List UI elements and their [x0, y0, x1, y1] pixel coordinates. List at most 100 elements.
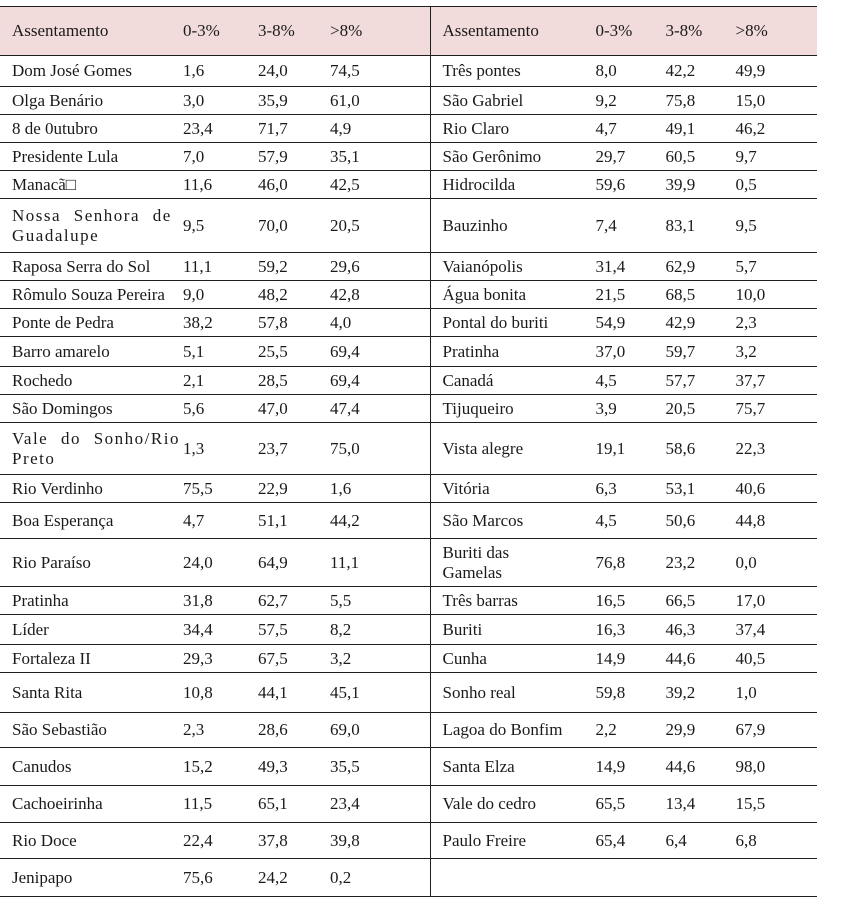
settlement-row: Raposa Serra do Sol 11,1 59,2 29,6	[0, 252, 430, 281]
settlement-name: Sonho real	[430, 672, 596, 713]
settlement-value: 11,1	[330, 538, 430, 587]
settlement-row: Ponte de Pedra 38,2 57,8 4,0	[0, 308, 430, 337]
settlement-name: Água bonita	[430, 280, 596, 309]
settlement-row: Pratinha 37,0 59,7 3,2	[430, 336, 817, 367]
settlement-row: Sonho real 59,8 39,2 1,0	[430, 672, 817, 713]
settlement-value: 47,4	[330, 394, 430, 423]
settlement-row: Água bonita 21,5 68,5 10,0	[430, 280, 817, 309]
settlement-value: 4,5	[595, 366, 666, 395]
settlement-value: 66,5	[665, 586, 736, 615]
settlement-name: Tijuqueiro	[430, 394, 596, 423]
settlement-row: Rômulo Souza Pereira 9,0 48,2 42,8	[0, 280, 430, 309]
settlement-value: 2,1	[183, 366, 258, 395]
settlement-value: 35,1	[330, 142, 430, 171]
settlement-value: 8,2	[330, 614, 430, 645]
settlement-row: Presidente Lula 7,0 57,9 35,1	[0, 142, 430, 171]
settlement-value: 5,7	[735, 252, 817, 281]
settlement-name: Rio Doce	[0, 822, 183, 859]
settlement-value: 40,5	[735, 644, 817, 673]
settlement-row: Rio Claro 4,7 49,1 46,2	[430, 114, 817, 143]
settlement-value: 75,8	[665, 86, 736, 115]
settlement-name: Bauzinho	[430, 198, 596, 253]
settlement-value: 28,6	[258, 712, 330, 748]
settlement-value: 4,7	[595, 114, 666, 143]
settlement-value: 57,5	[258, 614, 330, 645]
settlement-row: Manacã□ 11,6 46,0 42,5	[0, 170, 430, 199]
settlement-value: 16,5	[595, 586, 666, 615]
settlement-value: 4,5	[595, 502, 666, 539]
settlement-name: Três barras	[430, 586, 596, 615]
settlement-value: 23,4	[330, 785, 430, 823]
settlement-row: 8 de 0utubro 23,4 71,7 4,9	[0, 114, 430, 143]
settlement-row: Cunha 14,9 44,6 40,5	[430, 644, 817, 673]
settlement-value: 49,9	[735, 55, 817, 87]
settlement-value: 71,7	[258, 114, 330, 143]
settlement-row: Vaianópolis 31,4 62,9 5,7	[430, 252, 817, 281]
settlement-name: Rio Verdinho	[0, 474, 183, 503]
settlement-value: 67,5	[258, 644, 330, 673]
settlement-value: 54,9	[595, 308, 666, 337]
settlement-row: Buriti 16,3 46,3 37,4	[430, 614, 817, 645]
settlement-value: 11,5	[183, 785, 258, 823]
settlement-name: Vitória	[430, 474, 596, 503]
settlement-row: Líder 34,4 57,5 8,2	[0, 614, 430, 645]
settlement-value: 42,5	[330, 170, 430, 199]
settlement-value: 40,6	[735, 474, 817, 503]
settlement-row: Tijuqueiro 3,9 20,5 75,7	[430, 394, 817, 423]
settlement-value: 62,9	[665, 252, 736, 281]
settlement-value: 3,2	[330, 644, 430, 673]
settlement-value: 23,7	[258, 422, 330, 475]
settlement-name: São Sebastião	[0, 712, 183, 748]
settlement-value: 49,3	[258, 747, 330, 786]
settlement-value: 51,1	[258, 502, 330, 539]
settlement-value: 59,2	[258, 252, 330, 281]
settlement-name: Canadá	[430, 366, 596, 395]
settlement-value: 98,0	[735, 747, 817, 786]
settlement-value: 4,9	[330, 114, 430, 143]
settlement-row: Lagoa do Bonfim 2,2 29,9 67,9	[430, 712, 817, 748]
settlement-value: 59,8	[595, 672, 666, 713]
settlement-value: 75,0	[330, 422, 430, 475]
settlement-name: Barro amarelo	[0, 336, 183, 367]
settlement-table-right: Assentamento 0-3% 3-8% >8% Três pontes 8,…	[430, 6, 817, 897]
settlement-value: 2,2	[595, 712, 666, 748]
settlement-name: 8 de 0utubro	[0, 114, 183, 143]
settlement-value: 60,5	[665, 142, 736, 171]
settlement-value: 46,2	[735, 114, 817, 143]
settlement-name: Santa Rita	[0, 672, 183, 713]
settlement-row: Boa Esperança 4,7 51,1 44,2	[0, 502, 430, 539]
settlement-row: Canadá 4,5 57,7 37,7	[430, 366, 817, 395]
settlement-name: Buriti	[430, 614, 596, 645]
settlement-value: 5,6	[183, 394, 258, 423]
settlement-row: Rio Paraíso 24,0 64,9 11,1	[0, 538, 430, 587]
settlement-row: Vitória 6,3 53,1 40,6	[430, 474, 817, 503]
settlement-value: 83,1	[665, 198, 736, 253]
settlement-row: Canudos 15,2 49,3 35,5	[0, 747, 430, 786]
settlement-value: 9,5	[183, 198, 258, 253]
settlement-row: Barro amarelo 5,1 25,5 69,4	[0, 336, 430, 367]
settlement-row: Bauzinho 7,4 83,1 9,5	[430, 198, 817, 253]
settlement-value: 31,8	[183, 586, 258, 615]
settlement-value: 47,0	[258, 394, 330, 423]
settlement-value: 7,0	[183, 142, 258, 171]
settlement-row: Jenipapo 75,6 24,2 0,2	[0, 858, 430, 897]
settlement-value: 44,1	[258, 672, 330, 713]
settlement-value: 4,7	[183, 502, 258, 539]
settlement-value: 7,4	[595, 198, 666, 253]
settlement-value: 57,9	[258, 142, 330, 171]
settlement-row: Cachoeirinha 11,5 65,1 23,4	[0, 785, 430, 823]
settlement-name: Vaianópolis	[430, 252, 596, 281]
settlement-value: 20,5	[665, 394, 736, 423]
settlement-value: 24,2	[258, 858, 330, 897]
settlement-row: São Sebastião 2,3 28,6 69,0	[0, 712, 430, 748]
settlement-row: Três pontes 8,0 42,2 49,9	[430, 55, 817, 87]
settlement-name: Rochedo	[0, 366, 183, 395]
settlement-value: 0,0	[735, 538, 817, 587]
settlement-name: Vale do cedro	[430, 785, 596, 823]
column-header-3-8: 3-8%	[665, 6, 736, 56]
settlement-value: 11,6	[183, 170, 258, 199]
settlement-name: Pratinha	[430, 336, 596, 367]
settlement-name	[430, 858, 596, 897]
settlement-value: 31,4	[595, 252, 666, 281]
